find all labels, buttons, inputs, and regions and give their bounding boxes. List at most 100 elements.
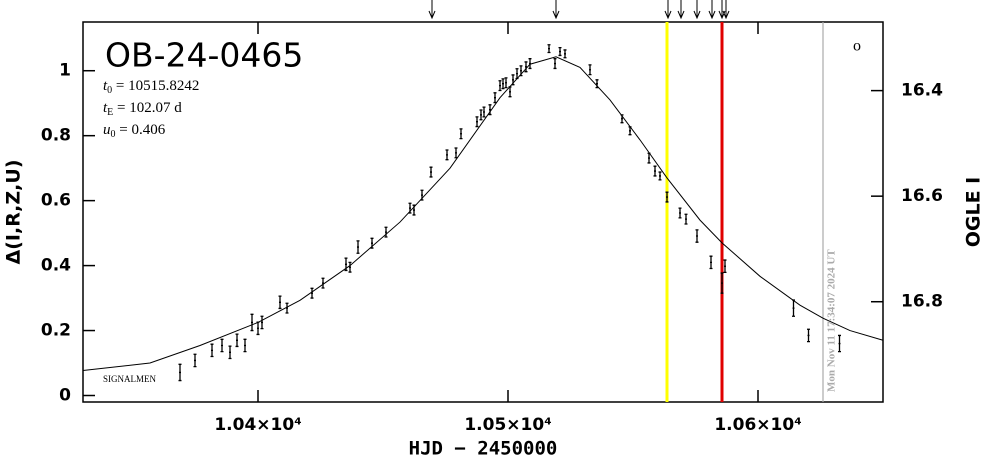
data-point <box>475 116 479 128</box>
param-text: = 10515.8242 <box>112 78 199 94</box>
param-text: = 102.07 d <box>113 100 182 116</box>
data-point <box>720 272 724 294</box>
epoch-arrow <box>552 0 560 20</box>
y2-tick-label: 16.6 <box>901 186 943 206</box>
data-point <box>515 68 519 80</box>
data-point <box>838 334 841 353</box>
data-point <box>256 321 260 336</box>
data-point <box>310 287 314 299</box>
data-point <box>563 49 567 59</box>
data-point <box>665 191 669 203</box>
param-symbol: t <box>103 100 108 116</box>
fit-parameter: u0 = 0.406 <box>103 122 166 140</box>
data-point <box>488 104 492 116</box>
data-point <box>792 299 795 317</box>
epoch-arrow <box>718 0 726 20</box>
data-point <box>709 255 713 270</box>
data-point <box>558 47 562 57</box>
data-point <box>678 207 682 219</box>
data-point <box>260 315 264 330</box>
data-point <box>210 343 214 358</box>
data-point <box>348 261 352 273</box>
data-point <box>723 259 727 274</box>
data-point <box>501 78 505 90</box>
param-subscript: 0 <box>107 85 112 96</box>
data-point <box>459 128 463 140</box>
fit-parameter: t0 = 10515.8242 <box>103 78 199 96</box>
plot-frame <box>82 21 884 403</box>
data-point <box>250 313 254 332</box>
data-point <box>235 333 239 348</box>
param-symbol: t <box>103 78 108 94</box>
epoch-arrow <box>677 0 685 20</box>
data-point <box>620 114 624 124</box>
y-axis-label: Δ(I,R,Z,U) <box>3 160 25 265</box>
data-point <box>628 126 632 136</box>
x-tick-label: 1.04×10⁴ <box>214 415 301 435</box>
data-point <box>243 338 247 353</box>
data-point <box>498 80 502 92</box>
data-point <box>370 237 374 249</box>
data-point <box>653 165 657 177</box>
y-tick-label: 0 <box>59 386 71 406</box>
param-subscript: 0 <box>111 129 116 140</box>
y-tick-label: 0.6 <box>41 191 71 211</box>
corner-symbol: o <box>853 38 861 55</box>
data-point <box>193 353 197 368</box>
y2-tick-label: 16.8 <box>901 292 943 312</box>
y2-axis-label: OGLE I <box>963 177 985 248</box>
data-point <box>493 92 497 104</box>
data-point <box>285 302 289 314</box>
data-point <box>408 202 412 214</box>
data-point <box>528 58 532 70</box>
y-tick-label: 1 <box>59 61 71 81</box>
data-point <box>454 147 458 159</box>
note: SIGNALMEN <box>103 374 156 384</box>
data-point <box>228 345 232 360</box>
data-point <box>684 213 688 225</box>
chart-title: OB-24-0465 <box>105 36 303 75</box>
data-point <box>445 149 449 161</box>
x-axis-label: HJD − 2450000 <box>409 438 558 459</box>
x-tick-label: 1.06×10⁴ <box>714 415 801 435</box>
data-point <box>647 152 651 164</box>
epoch-arrow <box>693 0 701 20</box>
x-tick-label: 1.05×10⁴ <box>464 415 551 435</box>
data-point <box>412 204 416 216</box>
data-point <box>356 240 360 254</box>
epoch-arrow <box>708 0 716 20</box>
data-point <box>519 65 523 77</box>
epoch-arrow <box>664 0 672 20</box>
data-point <box>482 106 486 118</box>
data-point <box>278 295 282 310</box>
model-curve <box>82 56 884 371</box>
data-point <box>220 338 224 353</box>
data-point <box>420 189 424 201</box>
data-point <box>553 58 557 70</box>
y-tick-label: 0.4 <box>41 256 71 276</box>
data-point <box>321 277 325 289</box>
y-tick-label: 0.2 <box>41 321 71 341</box>
param-text: = 0.406 <box>116 122 166 138</box>
data-point <box>511 74 515 86</box>
data-point <box>429 166 433 178</box>
fit-parameter: tE = 102.07 d <box>103 100 182 118</box>
param-symbol: u <box>103 122 111 138</box>
data-point <box>524 61 528 73</box>
y2-tick-label: 16.4 <box>901 81 943 101</box>
data-point <box>344 257 348 272</box>
marker-label: Mon Nov 11 17:34:07 2024 UT <box>826 249 838 392</box>
data-point <box>384 226 388 238</box>
data-point <box>504 77 508 89</box>
data-point <box>178 363 182 382</box>
data-point <box>695 229 699 243</box>
epoch-arrow <box>428 0 436 20</box>
data-point <box>547 44 551 54</box>
data-point <box>658 171 662 181</box>
data-point <box>588 64 592 76</box>
data-point <box>479 109 483 121</box>
epoch-arrow <box>722 0 730 20</box>
data-point <box>508 86 512 98</box>
y-tick-label: 0.8 <box>41 126 71 146</box>
